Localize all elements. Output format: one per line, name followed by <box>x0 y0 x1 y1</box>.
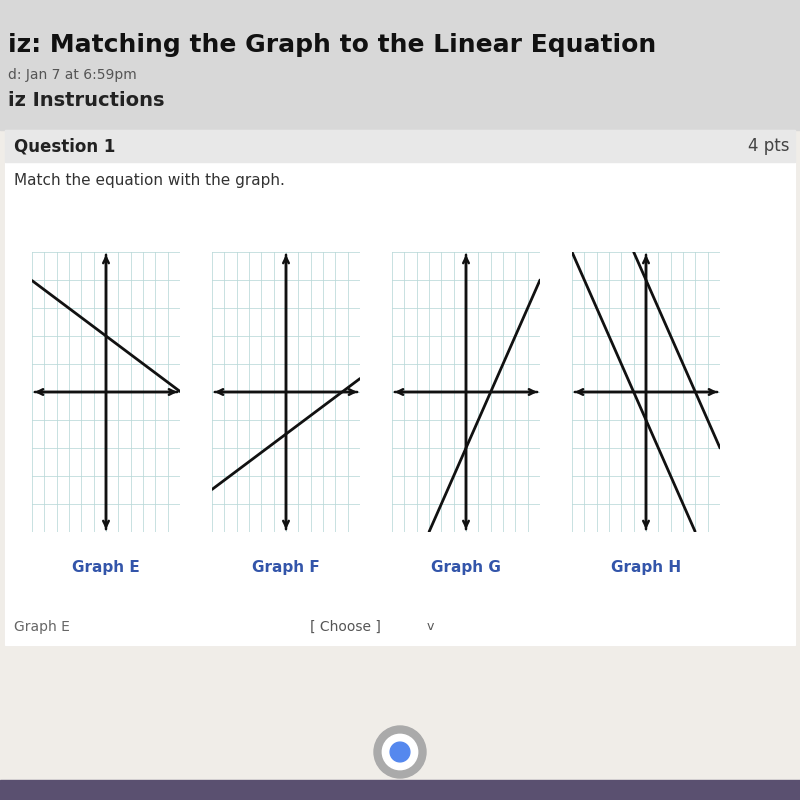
Text: iz: Matching the Graph to the Linear Equation: iz: Matching the Graph to the Linear Equ… <box>8 33 656 57</box>
Text: [ Choose ]: [ Choose ] <box>310 620 381 634</box>
Text: Graph H: Graph H <box>611 560 681 575</box>
Bar <box>5 130 795 162</box>
Text: Graph G: Graph G <box>431 560 501 575</box>
Bar <box>0 780 800 800</box>
Bar <box>260 615 430 639</box>
Text: v: v <box>426 621 434 634</box>
Text: d: Jan 7 at 6:59pm: d: Jan 7 at 6:59pm <box>8 68 137 82</box>
Text: Graph E: Graph E <box>72 560 140 575</box>
Text: Graph F: Graph F <box>252 560 320 575</box>
Text: Graph E: Graph E <box>14 620 70 634</box>
Text: Question 1: Question 1 <box>14 137 115 155</box>
Bar <box>5 130 795 645</box>
Circle shape <box>390 742 410 762</box>
Text: Match the equation with the graph.: Match the equation with the graph. <box>14 173 285 187</box>
Circle shape <box>374 726 426 778</box>
Bar <box>0 0 800 130</box>
Text: 4 pts: 4 pts <box>749 137 790 155</box>
Text: iz Instructions: iz Instructions <box>8 90 165 110</box>
Circle shape <box>382 734 418 770</box>
